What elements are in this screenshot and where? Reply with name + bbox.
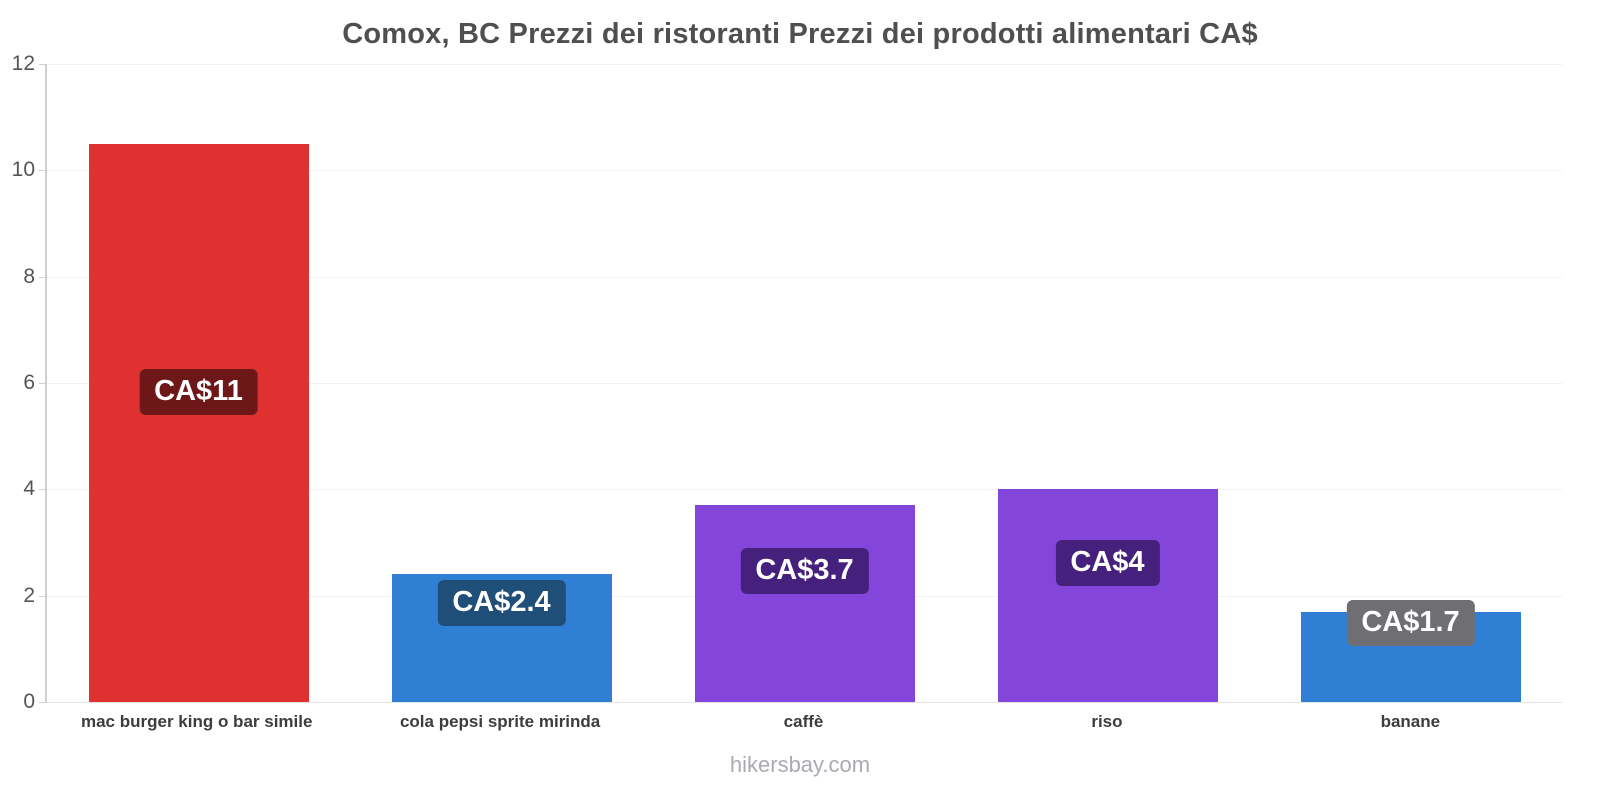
gridline-0 (47, 702, 1562, 703)
bar (88, 143, 309, 702)
bar-column: CA$3.7 (653, 64, 956, 702)
x-axis-label: cola pepsi sprite mirinda (399, 712, 601, 731)
y-tick-label: 2 (23, 583, 35, 607)
y-tick-mark (39, 276, 47, 278)
bar-value-badge: CA$1.7 (1346, 599, 1475, 646)
y-tick-label: 8 (23, 264, 35, 288)
gridline-8 (47, 276, 1562, 278)
gridline-10 (47, 170, 1562, 172)
bar-value-badge: CA$3.7 (740, 548, 869, 595)
y-tick-mark (39, 489, 47, 491)
y-tick-label: 0 (23, 690, 35, 713)
gridline-4 (47, 489, 1562, 491)
bar-column: CA$2.4 (350, 64, 653, 702)
plot-area: 0 2 4 6 8 10 12 CA$11 CA$2.4 CA$3.7 CA$4 CA$1.7 (12, 52, 1562, 713)
x-axis-label: caffè (783, 712, 824, 731)
x-axis-label: riso (1091, 712, 1123, 731)
y-tick-mark (39, 383, 47, 384)
watermark: hikersbay.com (729, 752, 871, 777)
bar-value-badge: CA$11 (139, 368, 258, 415)
bar-column: CA$1.7 (1259, 64, 1562, 702)
bar-value-badge: CA$4 (1055, 540, 1160, 587)
chart-title: Comox, BC Prezzi dei ristoranti Prezzi d… (342, 18, 1258, 50)
x-axis-label: banane (1380, 712, 1441, 731)
y-tick-label: 10 (11, 158, 35, 182)
bar-column: CA$11 (47, 64, 350, 702)
bar (997, 489, 1218, 702)
bars-container: CA$11 CA$2.4 CA$3.7 CA$4 CA$1.7 (47, 64, 1562, 702)
y-tick-mark (39, 170, 47, 172)
x-axis-label: mac burger king o bar simile (80, 712, 313, 731)
y-tick-label: 12 (11, 52, 35, 75)
bar (694, 505, 915, 702)
gridline-6 (47, 383, 1562, 384)
y-tick-mark (39, 595, 47, 597)
y-tick-mark (39, 64, 47, 65)
y-tick-label: 6 (23, 371, 35, 394)
bar-value-badge: CA$2.4 (437, 580, 566, 627)
y-tick-mark (39, 702, 47, 703)
y-tick-label: 4 (23, 477, 35, 501)
bar-column: CA$4 (956, 64, 1259, 702)
x-axis-labels: mac burger king o bar simile cola pepsi s… (45, 712, 1562, 732)
gridline-12 (47, 64, 1562, 65)
